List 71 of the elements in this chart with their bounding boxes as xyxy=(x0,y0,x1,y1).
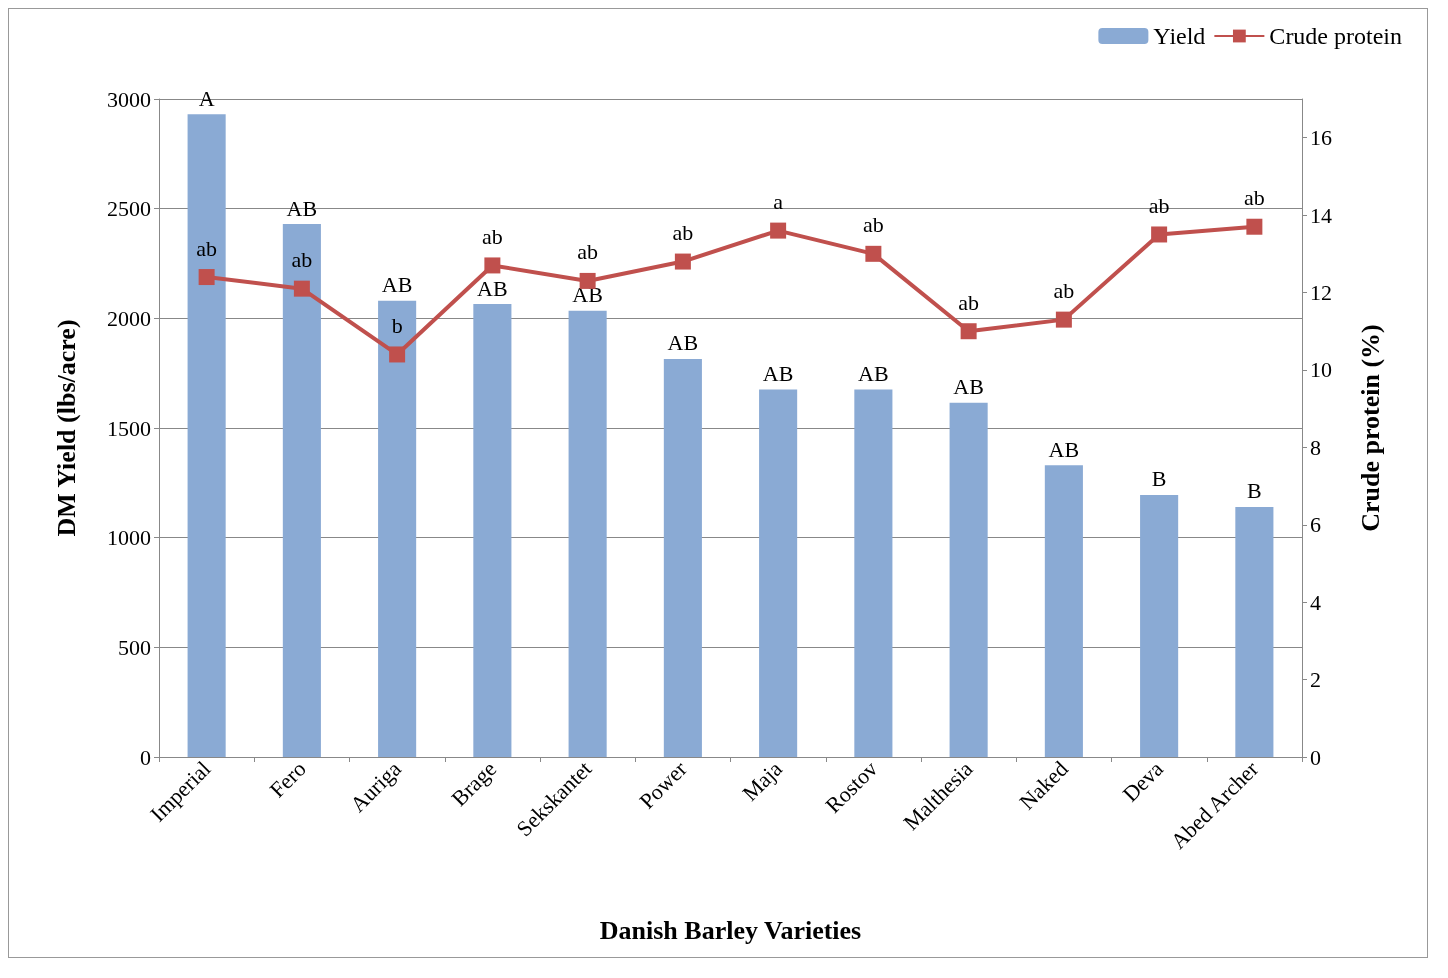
point xyxy=(198,269,215,286)
point xyxy=(293,280,310,297)
y2-tick-label: 0 xyxy=(1310,744,1321,770)
data-label: ab xyxy=(862,212,884,238)
data-label: AB xyxy=(762,361,794,387)
bar xyxy=(378,300,417,757)
legend-label: Yield xyxy=(1153,23,1206,49)
bar xyxy=(187,114,226,757)
point xyxy=(1055,311,1072,328)
x-tick-label: Maja xyxy=(737,755,788,806)
y-tick-label: 3000 xyxy=(107,86,151,112)
data-label: ab xyxy=(672,220,694,246)
y2-tick-label: 10 xyxy=(1310,357,1332,383)
bar xyxy=(949,402,988,757)
y2-tick-label: 16 xyxy=(1310,125,1332,151)
bar xyxy=(663,358,702,757)
point xyxy=(865,245,882,262)
y-tick-label: 1500 xyxy=(107,415,151,441)
bar xyxy=(1235,506,1274,757)
point xyxy=(484,257,501,274)
x-tick-label: Fero xyxy=(264,756,311,803)
bar xyxy=(1044,465,1083,757)
y-tick-label: 0 xyxy=(140,744,151,770)
y2-tick-label: 14 xyxy=(1310,202,1332,228)
bar xyxy=(568,310,607,757)
point xyxy=(674,253,691,270)
y2-tick-label: 4 xyxy=(1310,589,1321,615)
data-label: A xyxy=(198,85,215,111)
point xyxy=(579,272,596,289)
data-label: AB xyxy=(286,195,318,221)
data-label: ab xyxy=(481,223,503,249)
y2-tick-label: 8 xyxy=(1310,434,1321,460)
y-tick-label: 2000 xyxy=(107,305,151,331)
data-label: ab xyxy=(196,235,218,261)
y-tick-label: 2500 xyxy=(107,196,151,222)
data-label: ab xyxy=(291,247,313,273)
legend-label: Crude protein xyxy=(1269,23,1403,49)
data-label: ab xyxy=(958,289,980,315)
bar xyxy=(282,224,321,757)
y2-axis-title: Crude protein (%) xyxy=(1355,324,1385,532)
point xyxy=(389,346,406,363)
point xyxy=(770,222,787,239)
y-tick-label: 1000 xyxy=(107,525,151,551)
data-label: ab xyxy=(1148,192,1170,218)
y-tick-label: 500 xyxy=(118,634,151,660)
data-label: AB xyxy=(953,374,984,400)
data-label: AB xyxy=(572,282,603,308)
data-label: ab xyxy=(1053,278,1075,304)
data-label: AB xyxy=(477,275,508,301)
point xyxy=(1151,226,1168,243)
y-axis-title: DM Yield (lbs/acre) xyxy=(51,319,81,537)
bar xyxy=(1140,494,1179,757)
data-label: AB xyxy=(858,361,889,387)
data-label: AB xyxy=(1048,436,1080,462)
data-label: B xyxy=(1151,466,1167,492)
data-label: AB xyxy=(667,330,699,356)
point xyxy=(1246,218,1263,235)
y2-tick-label: 2 xyxy=(1310,667,1321,693)
x-axis-title: Danish Barley Varieties xyxy=(599,915,862,945)
data-label: a xyxy=(773,189,784,215)
data-label: ab xyxy=(577,239,599,265)
data-label: AB xyxy=(381,272,413,298)
bar xyxy=(473,304,512,757)
data-label: ab xyxy=(1243,185,1265,211)
data-label: b xyxy=(391,312,403,338)
bar xyxy=(854,389,893,757)
data-label: B xyxy=(1247,478,1262,504)
bar xyxy=(759,389,798,757)
y2-tick-label: 6 xyxy=(1310,512,1321,538)
y2-tick-label: 12 xyxy=(1310,280,1332,306)
point xyxy=(960,323,977,340)
